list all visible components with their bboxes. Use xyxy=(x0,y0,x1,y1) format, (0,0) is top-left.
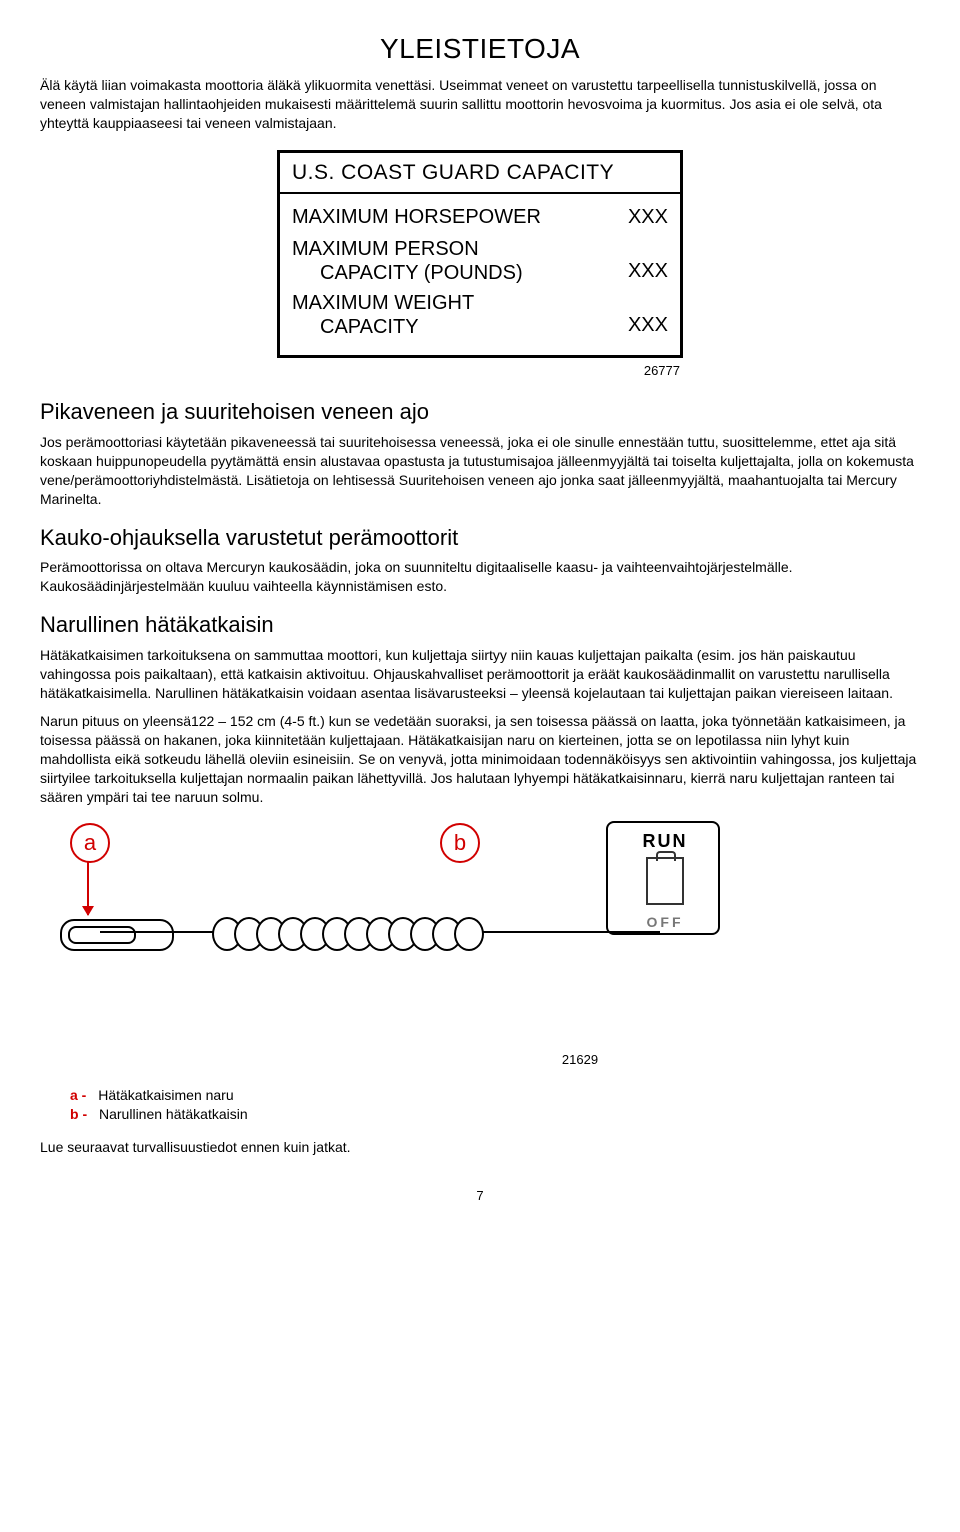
capacity-persons-value: XXX xyxy=(628,258,668,285)
section-lanyard-p1: Hätäkatkaisimen tarkoituksena on sammutt… xyxy=(40,646,920,703)
capacity-row-weight: MAXIMUM WEIGHT CAPACITY XXX xyxy=(292,291,668,339)
capacity-hp-label: MAXIMUM HORSEPOWER xyxy=(292,204,541,231)
intro-paragraph: Älä käytä liian voimakasta moottoria älä… xyxy=(40,76,920,133)
capacity-persons-label2: CAPACITY (POUNDS) xyxy=(292,261,523,285)
lanyard-clip xyxy=(60,919,174,951)
capacity-body: MAXIMUM HORSEPOWER XXX MAXIMUM PERSON CA… xyxy=(280,194,680,355)
legend-key-b: b - xyxy=(70,1106,87,1122)
page-title: YLEISTIETOJA xyxy=(40,30,920,68)
closing-text: Lue seuraavat turvallisuustiedot ennen k… xyxy=(40,1138,920,1157)
capacity-figure-number: 26777 xyxy=(280,362,680,380)
lanyard-clip-inner xyxy=(68,926,136,944)
lanyard-coil xyxy=(220,917,484,951)
capacity-row-hp: MAXIMUM HORSEPOWER XXX xyxy=(292,204,668,231)
section-heading-remote: Kauko-ohjauksella varustetut perämoottor… xyxy=(40,523,920,553)
capacity-header: U.S. COAST GUARD CAPACITY xyxy=(280,153,680,193)
capacity-weight-label1: MAXIMUM WEIGHT xyxy=(292,291,474,315)
section-speedboat-text: Jos perämoottoriasi käytetään pikavenees… xyxy=(40,433,920,509)
legend-text-a: Hätäkatkaisimen naru xyxy=(98,1087,233,1103)
legend-row-b: b - Narullinen hätäkatkaisin xyxy=(70,1105,920,1124)
capacity-plate: U.S. COAST GUARD CAPACITY MAXIMUM HORSEP… xyxy=(277,150,683,357)
legend-row-a: a - Hätäkatkaisimen naru xyxy=(70,1086,920,1105)
arrow-a xyxy=(87,861,89,915)
off-label: OFF xyxy=(630,913,700,932)
run-label: RUN xyxy=(630,829,700,853)
capacity-hp-value: XXX xyxy=(628,204,668,231)
capacity-persons-label1: MAXIMUM PERSON xyxy=(292,237,523,261)
page-number: 7 xyxy=(40,1187,920,1205)
capacity-weight-label2: CAPACITY xyxy=(292,315,474,339)
capacity-row-persons: MAXIMUM PERSON CAPACITY (POUNDS) XXX xyxy=(292,237,668,285)
section-lanyard-p2: Narun pituus on yleensä122 – 152 cm (4-5… xyxy=(40,712,920,806)
section-heading-speedboat: Pikaveneen ja suuritehoisen veneen ajo xyxy=(40,397,920,427)
diagram-label-a: a xyxy=(70,823,110,863)
legend-key-a: a - xyxy=(70,1087,86,1103)
switch-plug xyxy=(646,857,684,905)
diagram-legend: a - Hätäkatkaisimen naru b - Narullinen … xyxy=(70,1086,920,1124)
lanyard-diagram: a b RUN OFF xyxy=(40,821,860,1041)
capacity-weight-value: XXX xyxy=(628,312,668,339)
diagram-figure-number: 21629 xyxy=(520,1051,640,1069)
switch-box: RUN OFF xyxy=(606,821,720,935)
legend-text-b: Narullinen hätäkatkaisin xyxy=(99,1106,248,1122)
section-remote-text: Perämoottorissa on oltava Mercuryn kauko… xyxy=(40,558,920,596)
section-heading-lanyard: Narullinen hätäkatkaisin xyxy=(40,610,920,640)
diagram-label-b: b xyxy=(440,823,480,863)
